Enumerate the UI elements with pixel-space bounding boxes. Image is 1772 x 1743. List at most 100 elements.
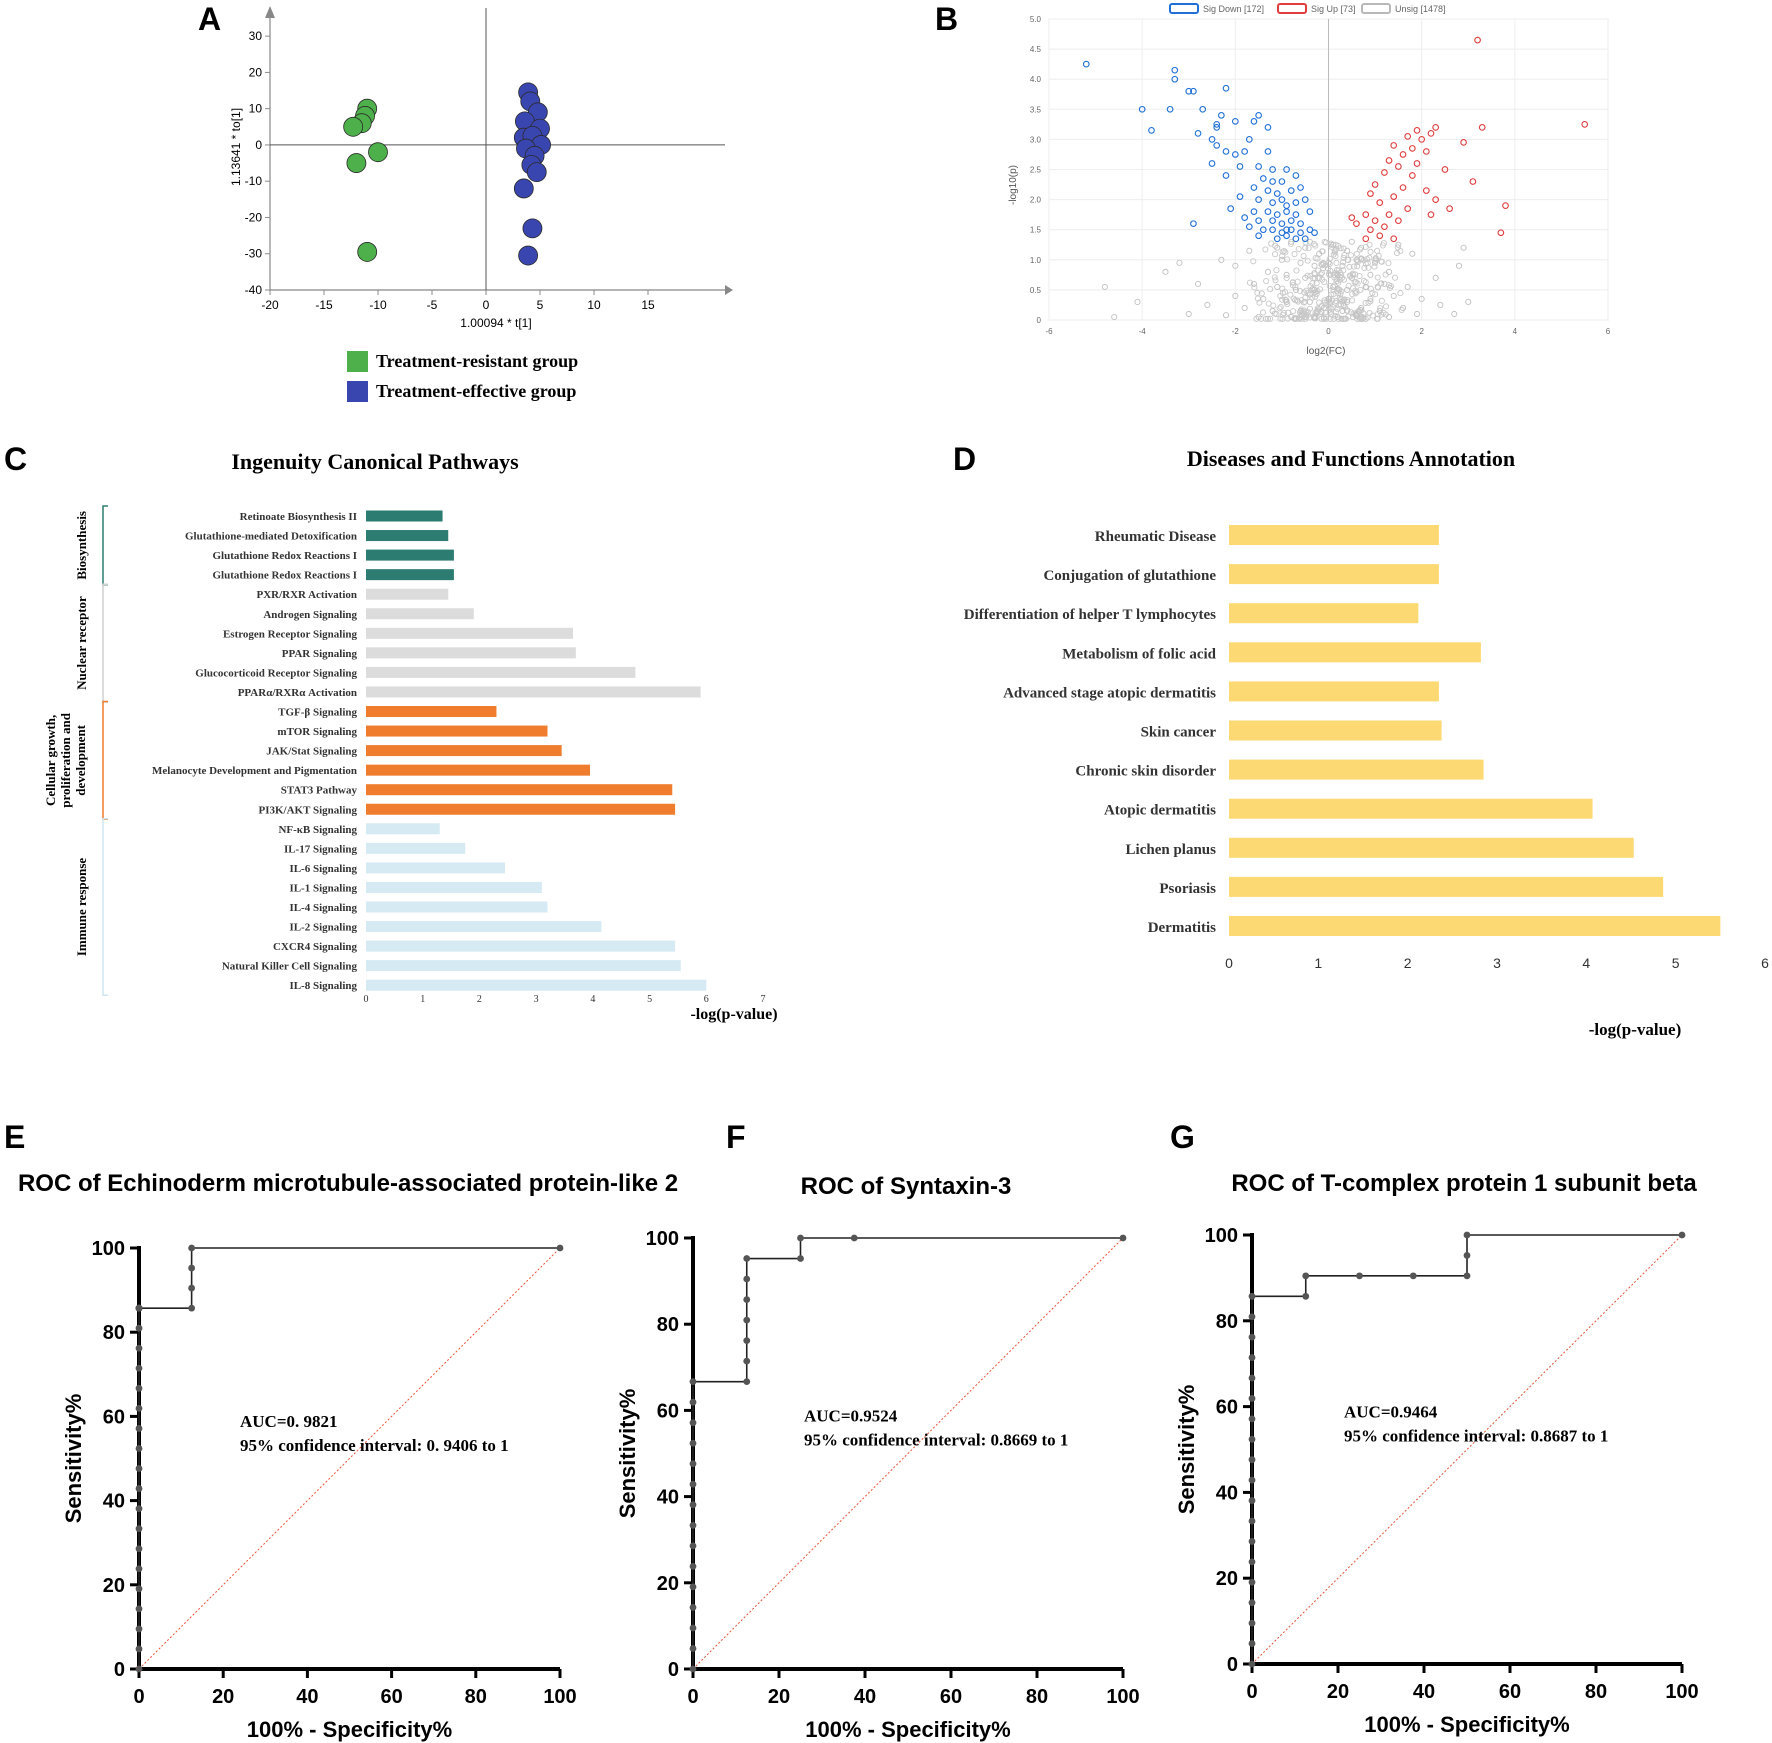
y-tick-label: 0.5 bbox=[1030, 286, 1042, 295]
x-tick-label: 6 bbox=[1606, 327, 1611, 336]
sig-down-point bbox=[1269, 178, 1276, 185]
y-tick-label: -30 bbox=[245, 247, 263, 261]
unsig-point bbox=[1250, 280, 1258, 287]
roc-point bbox=[135, 1505, 143, 1512]
ci-text: 95% confidence interval: 0.8669 to 1 bbox=[804, 1430, 1068, 1449]
unsig-point bbox=[1222, 312, 1230, 319]
panel-letter-f: F bbox=[726, 1119, 746, 1155]
sig-down-point bbox=[1306, 208, 1314, 215]
panel-e-roc: 0 20 40 60 80 100 0 20 40 60 80 100 100% - Specifici… bbox=[61, 1238, 577, 1742]
sig-down-point bbox=[1255, 163, 1262, 170]
unsig-point bbox=[1349, 291, 1356, 298]
panel-a-score-plot: -20 -15 -10 -5 0 5 10 15 -40 -30 -20 -10 0 10 20 30 bbox=[245, 6, 733, 312]
roc-point bbox=[1248, 1374, 1256, 1382]
sig-down-point bbox=[1222, 148, 1230, 155]
unsig-point bbox=[1331, 271, 1338, 278]
pathway-label: Glutathione Redox Reactions I bbox=[212, 550, 357, 562]
disease-bar bbox=[1229, 564, 1439, 585]
disease-bar bbox=[1229, 916, 1721, 936]
unsig-point bbox=[1318, 261, 1325, 268]
roc-point bbox=[135, 1364, 143, 1372]
unsig-point bbox=[1361, 264, 1368, 272]
panel-letter-a: A bbox=[198, 1, 221, 37]
roc-point bbox=[556, 1244, 564, 1252]
roc-point bbox=[1119, 1234, 1127, 1242]
unsig-point bbox=[1295, 245, 1302, 253]
x-tick-label: 20 bbox=[768, 1686, 790, 1708]
sig-up-point bbox=[1469, 178, 1477, 185]
y-tick-label: 4.0 bbox=[1030, 75, 1042, 84]
sig-down-point bbox=[1306, 226, 1314, 234]
roc-point bbox=[1248, 1292, 1256, 1300]
unsig-point bbox=[1195, 280, 1202, 287]
unsig-point bbox=[1399, 304, 1407, 312]
score-point bbox=[513, 178, 534, 199]
y-axis-label: Sensitivity% bbox=[61, 1394, 86, 1524]
sig-down-point bbox=[1259, 226, 1267, 234]
sig-down-point bbox=[1255, 232, 1262, 240]
unsig-point bbox=[1371, 263, 1378, 270]
unsig-point bbox=[1383, 303, 1390, 310]
unsig-point bbox=[1340, 276, 1347, 283]
unsig-point bbox=[1111, 313, 1118, 321]
roc-point bbox=[689, 1624, 697, 1632]
sig-up-point bbox=[1446, 205, 1453, 212]
unsig-point bbox=[1418, 295, 1425, 302]
x-tick-label: -2 bbox=[1232, 327, 1240, 336]
pathway-label: Retinoate Biosynthesis II bbox=[240, 511, 357, 523]
sig-down-point bbox=[1190, 87, 1197, 95]
group-bracket bbox=[102, 700, 108, 820]
unsig-point bbox=[1312, 242, 1319, 249]
y-tick-label: -40 bbox=[245, 283, 263, 297]
unsig-point bbox=[1333, 259, 1340, 266]
unsig-point bbox=[1306, 238, 1313, 245]
unsig-point bbox=[1316, 250, 1323, 257]
auc-text: AUC=0. 9821 bbox=[240, 1412, 338, 1431]
unsig-point bbox=[1262, 246, 1269, 253]
sig-down-point bbox=[1236, 163, 1244, 170]
y-axis-arrow bbox=[265, 6, 275, 18]
pathway-bar bbox=[366, 627, 574, 639]
disease-label: Advanced stage atopic dermatitis bbox=[1003, 685, 1216, 701]
x-tick-label: 0 bbox=[1225, 955, 1233, 971]
roc-curve bbox=[692, 1237, 1123, 1669]
unsig-point bbox=[1326, 260, 1333, 267]
group-label: Biosynthesis bbox=[74, 511, 89, 580]
sig-down-point bbox=[1213, 120, 1221, 128]
unsig-point bbox=[1274, 283, 1281, 290]
unsig-point bbox=[1292, 297, 1299, 304]
unsig-point bbox=[1277, 292, 1284, 300]
y-tick-label: 80 bbox=[103, 1322, 125, 1344]
roc-point bbox=[1463, 1231, 1471, 1239]
unsig-point bbox=[1455, 262, 1462, 269]
x-tick-label: 20 bbox=[212, 1686, 234, 1708]
unsig-point bbox=[1262, 315, 1269, 322]
y-tick-label: 2.5 bbox=[1030, 166, 1042, 175]
pathway-label: IL-17 Signaling bbox=[284, 843, 358, 855]
roc-point bbox=[135, 1304, 143, 1312]
pathway-label: STAT3 Pathway bbox=[281, 785, 358, 797]
unsig-point bbox=[1277, 303, 1284, 310]
roc-point bbox=[1248, 1497, 1256, 1504]
x-tick-label: 1 bbox=[420, 994, 425, 1005]
y-tick-label: 40 bbox=[657, 1487, 679, 1509]
roc-point bbox=[743, 1378, 751, 1386]
group-bracket bbox=[102, 818, 108, 996]
sig-up-point bbox=[1422, 148, 1430, 155]
sig-up-point bbox=[1399, 184, 1407, 191]
unsig-point bbox=[1263, 278, 1270, 285]
unsig-point bbox=[1366, 241, 1373, 248]
sig-down-point bbox=[1190, 220, 1197, 228]
pathway-bar bbox=[366, 569, 454, 581]
sig-down-point bbox=[1292, 235, 1300, 243]
sig-down-point bbox=[1292, 199, 1300, 206]
sig-down-point bbox=[1250, 208, 1258, 215]
unsig-point bbox=[1331, 247, 1338, 254]
pathway-label: IL-6 Signaling bbox=[289, 863, 357, 875]
unsig-point bbox=[1437, 301, 1444, 309]
pathway-bar bbox=[366, 979, 707, 991]
unsig-point bbox=[1270, 302, 1277, 309]
unsig-point bbox=[1352, 287, 1359, 294]
reference-diagonal bbox=[1251, 1234, 1683, 1665]
pathway-label: Estrogen Receptor Signaling bbox=[223, 628, 358, 640]
